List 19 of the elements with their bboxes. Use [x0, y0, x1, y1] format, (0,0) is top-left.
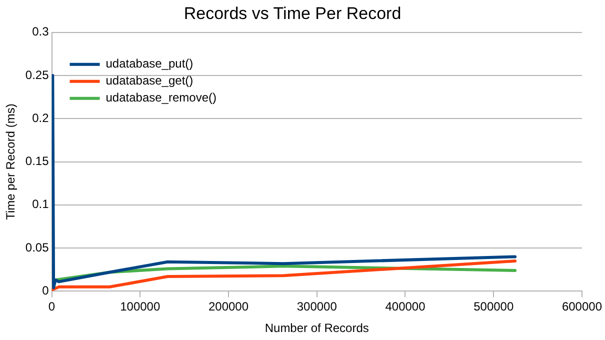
legend-label: udatabase_remove(): [106, 90, 216, 105]
y-tick-label: 0.1: [32, 197, 50, 212]
x-tick-label: 200000: [208, 300, 249, 314]
x-tick-label: 400000: [385, 300, 426, 314]
y-tick-label: 0.15: [25, 154, 50, 168]
y-tick-label: 0.05: [25, 240, 50, 254]
y-tick-label: 0: [42, 284, 50, 298]
chart-title: Records vs Time Per Record: [184, 4, 402, 23]
y-tick-label: 0.25: [25, 68, 50, 82]
legend-label: udatabase_put(): [106, 56, 194, 71]
x-tick-label: 100000: [120, 300, 160, 314]
y-tick-label: 0.3: [32, 24, 50, 39]
x-axis-title: Number of Records: [264, 321, 369, 336]
y-axis-title: Time per Record (ms): [4, 104, 18, 220]
x-tick-label: 300000: [296, 300, 338, 314]
y-tick-label: 0.2: [32, 110, 50, 125]
x-tick-label: 600000: [562, 300, 602, 314]
legend-label: udatabase_get(): [106, 74, 194, 88]
x-tick-label: 500000: [474, 300, 514, 314]
